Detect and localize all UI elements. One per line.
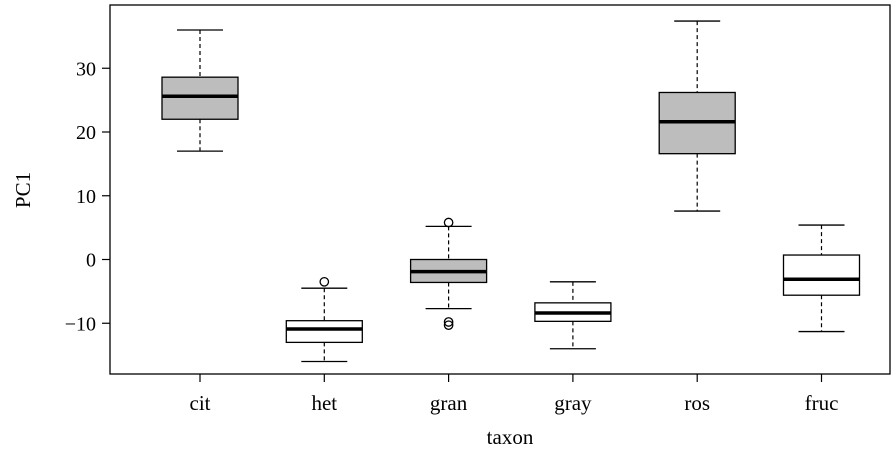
- x-tick-label: het: [311, 391, 337, 415]
- box-het: [285, 276, 363, 363]
- iqr-box: [285, 320, 363, 344]
- x-tick-label: gray: [554, 391, 592, 415]
- boxes-layer: [161, 20, 861, 363]
- iqr-box: [161, 76, 239, 120]
- box-ros: [658, 20, 736, 212]
- x-tick-label: ros: [684, 391, 710, 415]
- x-tick-label: fruc: [805, 391, 839, 415]
- box-cit: [161, 29, 239, 152]
- y-tick-label: 10: [76, 186, 96, 208]
- x-tick-label: gran: [430, 391, 468, 415]
- box-gray: [534, 281, 612, 350]
- x-tick-label: cit: [190, 391, 211, 415]
- y-tick-label: −10: [65, 313, 96, 335]
- plot-frame: [109, 4, 891, 375]
- y-tick-label: 30: [76, 58, 96, 80]
- y-tick-label: 0: [86, 250, 96, 272]
- outlier-point: [443, 317, 454, 327]
- y-tick-label: 20: [76, 122, 96, 144]
- outlier-point: [443, 320, 454, 331]
- y-axis-label: PC1: [11, 172, 35, 208]
- box-gran: [409, 217, 488, 331]
- iqr-box: [782, 254, 861, 296]
- x-axis-label: taxon: [487, 425, 534, 449]
- axes-layer: −10 0 10 20 30 cit het gran gray ros fruc: [65, 4, 891, 415]
- outlier-point: [443, 217, 454, 228]
- box-fruc: [782, 224, 861, 333]
- outlier-point: [319, 276, 330, 287]
